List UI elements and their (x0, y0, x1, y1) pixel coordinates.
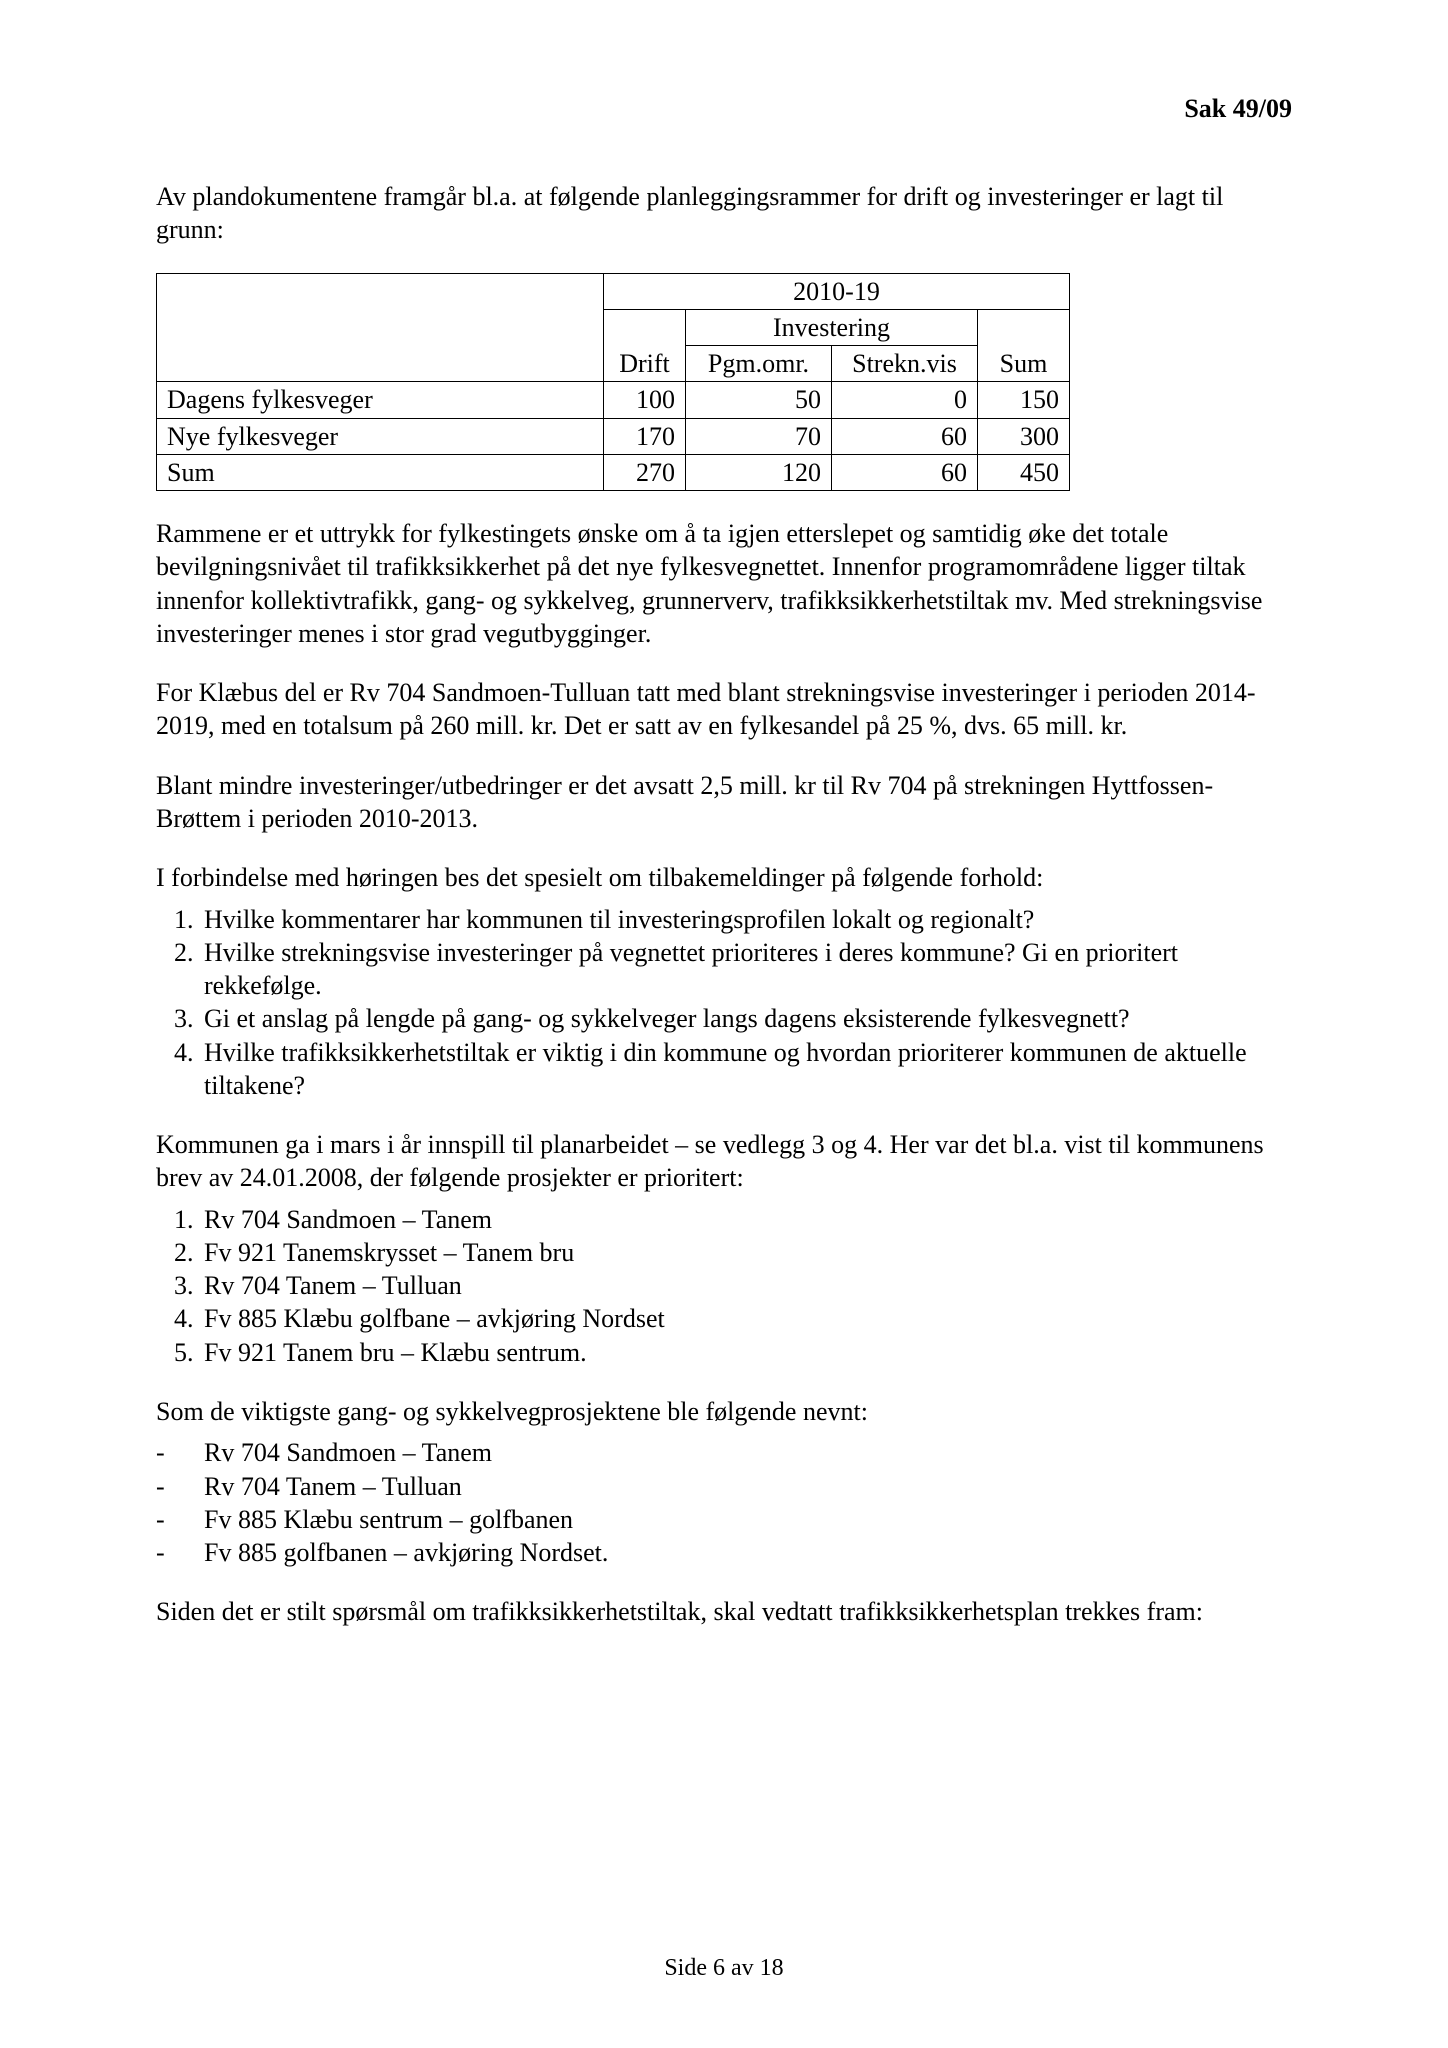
cell: 60 (832, 418, 978, 454)
cell: 0 (832, 382, 978, 418)
intro-paragraph: Av plandokumentene framgår bl.a. at følg… (156, 180, 1292, 247)
cell: 300 (978, 418, 1070, 454)
projects-list: Rv 704 Sandmoen – Tanem Fv 921 Tanemskry… (156, 1203, 1292, 1369)
list-item: Fv 885 Klæbu golfbane – avkjøring Nordse… (200, 1302, 1292, 1335)
questions-list: Hvilke kommentarer har kommunen til inve… (156, 903, 1292, 1103)
paragraph: Blant mindre investeringer/utbedringer e… (156, 769, 1292, 836)
page-footer: Side 6 av 18 (0, 1953, 1448, 1984)
list-intro: Som de viktigste gang- og sykkelvegprosj… (156, 1395, 1292, 1428)
list-item: Hvilke strekningsvise investeringer på v… (200, 936, 1292, 1003)
list-item: Hvilke kommentarer har kommunen til inve… (200, 903, 1292, 936)
cell: 60 (832, 454, 978, 490)
list-item: Fv 921 Tanemskrysset – Tanem bru (200, 1236, 1292, 1269)
list-item: Fv 885 Klæbu sentrum – golfbanen (156, 1503, 1292, 1536)
cell: 120 (686, 454, 832, 490)
row-label: Nye fylkesveger (157, 418, 604, 454)
col-pgm: Pgm.omr. (686, 346, 832, 382)
cell: 150 (978, 382, 1070, 418)
col-strekn: Strekn.vis (832, 346, 978, 382)
list-item: Rv 704 Sandmoen – Tanem (156, 1436, 1292, 1469)
col-investering: Investering (686, 309, 978, 345)
period-header: 2010-19 (604, 273, 1070, 309)
paragraph: Siden det er stilt spørsmål om trafikksi… (156, 1595, 1292, 1628)
table-row: Dagens fylkesveger 100 50 0 150 (157, 382, 1070, 418)
list-item: Gi et anslag på lengde på gang- og sykke… (200, 1002, 1292, 1035)
cell: 100 (604, 382, 686, 418)
cell: 170 (604, 418, 686, 454)
cell: 450 (978, 454, 1070, 490)
cell: 270 (604, 454, 686, 490)
paragraph: For Klæbus del er Rv 704 Sandmoen-Tullua… (156, 676, 1292, 743)
paragraph: Rammene er et uttrykk for fylkestingets … (156, 517, 1292, 650)
table-row: Nye fylkesveger 170 70 60 300 (157, 418, 1070, 454)
col-drift: Drift (604, 309, 686, 382)
table-row: Sum 270 120 60 450 (157, 454, 1070, 490)
list-intro: I forbindelse med høringen bes det spesi… (156, 861, 1292, 894)
case-number: Sak 49/09 (1184, 92, 1292, 125)
gs-projects-list: Rv 704 Sandmoen – Tanem Rv 704 Tanem – T… (156, 1436, 1292, 1569)
cell: 50 (686, 382, 832, 418)
cell: 70 (686, 418, 832, 454)
row-label: Sum (157, 454, 604, 490)
list-item: Hvilke trafikksikkerhetstiltak er viktig… (200, 1036, 1292, 1103)
list-item: Rv 704 Tanem – Tulluan (200, 1269, 1292, 1302)
row-label: Dagens fylkesveger (157, 382, 604, 418)
list-item: Rv 704 Sandmoen – Tanem (200, 1203, 1292, 1236)
budget-table: 2010-19 Drift Investering Sum Pgm.omr. S… (156, 273, 1070, 492)
list-item: Rv 704 Tanem – Tulluan (156, 1470, 1292, 1503)
list-intro: Kommunen ga i mars i år innspill til pla… (156, 1128, 1292, 1195)
col-sum: Sum (978, 309, 1070, 382)
list-item: Fv 885 golfbanen – avkjøring Nordset. (156, 1536, 1292, 1569)
list-item: Fv 921 Tanem bru – Klæbu sentrum. (200, 1336, 1292, 1369)
